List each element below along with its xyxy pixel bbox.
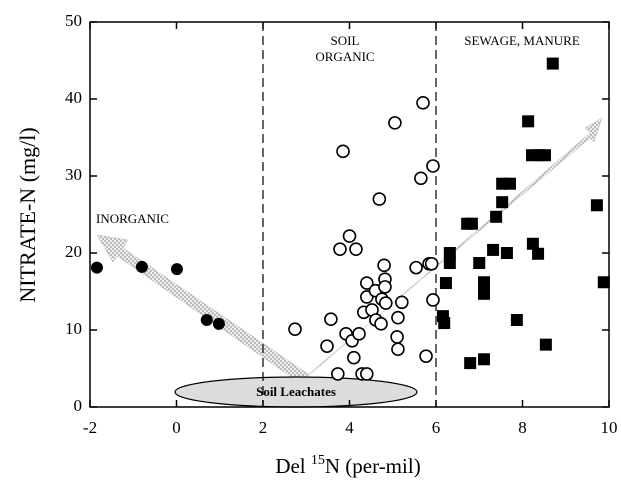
x-label-sup: 15 bbox=[311, 453, 325, 468]
point bbox=[391, 342, 405, 357]
point bbox=[419, 349, 433, 363]
point bbox=[342, 229, 357, 243]
point bbox=[395, 295, 409, 310]
point bbox=[478, 287, 491, 300]
point bbox=[443, 247, 456, 259]
point bbox=[532, 247, 545, 260]
point bbox=[510, 313, 523, 326]
point bbox=[378, 280, 392, 294]
point bbox=[503, 177, 516, 190]
point bbox=[490, 210, 503, 223]
point bbox=[464, 357, 477, 370]
point bbox=[473, 257, 486, 270]
point bbox=[352, 327, 366, 341]
y-tick-label: 50 bbox=[65, 11, 82, 30]
point bbox=[331, 367, 345, 381]
point bbox=[379, 296, 393, 310]
point bbox=[409, 260, 423, 275]
point bbox=[324, 312, 338, 327]
point bbox=[597, 276, 610, 289]
point bbox=[135, 260, 148, 273]
point bbox=[426, 293, 440, 307]
point bbox=[522, 115, 535, 128]
point bbox=[526, 237, 539, 250]
point bbox=[347, 350, 361, 365]
point bbox=[590, 199, 603, 212]
point bbox=[170, 263, 183, 276]
point bbox=[546, 57, 559, 70]
region-label: INORGANIC bbox=[96, 211, 169, 226]
region-label: SOIL bbox=[331, 33, 360, 48]
x-tick-label: 0 bbox=[172, 418, 181, 437]
point bbox=[414, 171, 428, 186]
y-tick-label: 0 bbox=[74, 396, 83, 415]
point bbox=[539, 338, 552, 351]
point bbox=[200, 313, 213, 326]
point bbox=[465, 217, 478, 230]
point bbox=[424, 256, 439, 271]
point bbox=[288, 322, 302, 337]
point bbox=[359, 367, 374, 381]
point bbox=[90, 261, 103, 274]
point bbox=[439, 277, 452, 290]
point bbox=[500, 247, 513, 259]
x-tick-label: 6 bbox=[432, 418, 441, 437]
point bbox=[487, 243, 500, 256]
point bbox=[333, 242, 347, 256]
x-tick-label: -2 bbox=[83, 418, 97, 437]
point bbox=[438, 317, 451, 330]
x-tick-label: 4 bbox=[345, 418, 354, 437]
x-label-part: N (per-mil) bbox=[325, 454, 421, 478]
point bbox=[336, 144, 350, 159]
x-label-part: Del bbox=[275, 454, 311, 478]
x-tick-label: 2 bbox=[259, 418, 268, 437]
y-tick-label: 30 bbox=[65, 165, 82, 184]
y-axis-label: NITRATE-N (mg/l) bbox=[15, 127, 40, 302]
point bbox=[443, 257, 456, 270]
point bbox=[212, 317, 225, 330]
y-tick-label: 20 bbox=[65, 242, 82, 261]
region-label: ORGANIC bbox=[315, 49, 374, 64]
region-label: SEWAGE, MANURE bbox=[464, 33, 580, 48]
point bbox=[416, 96, 430, 110]
point bbox=[320, 339, 334, 353]
point bbox=[391, 310, 405, 325]
y-tick-label: 10 bbox=[65, 319, 82, 338]
point bbox=[390, 330, 404, 344]
point bbox=[496, 196, 509, 209]
point bbox=[388, 116, 402, 130]
point bbox=[372, 192, 387, 206]
point bbox=[359, 276, 374, 290]
x-tick-label: 10 bbox=[601, 418, 618, 437]
point bbox=[374, 317, 388, 331]
x-axis-label: Del 15N (per-mil) bbox=[275, 453, 420, 478]
point bbox=[478, 353, 491, 366]
ellipse-label: Soil Leachates bbox=[256, 384, 336, 399]
point bbox=[538, 149, 551, 162]
point bbox=[349, 242, 363, 256]
point bbox=[478, 276, 491, 289]
point bbox=[377, 258, 391, 273]
y-tick-label: 40 bbox=[65, 88, 82, 107]
point bbox=[426, 159, 440, 173]
x-tick-label: 8 bbox=[518, 418, 527, 437]
